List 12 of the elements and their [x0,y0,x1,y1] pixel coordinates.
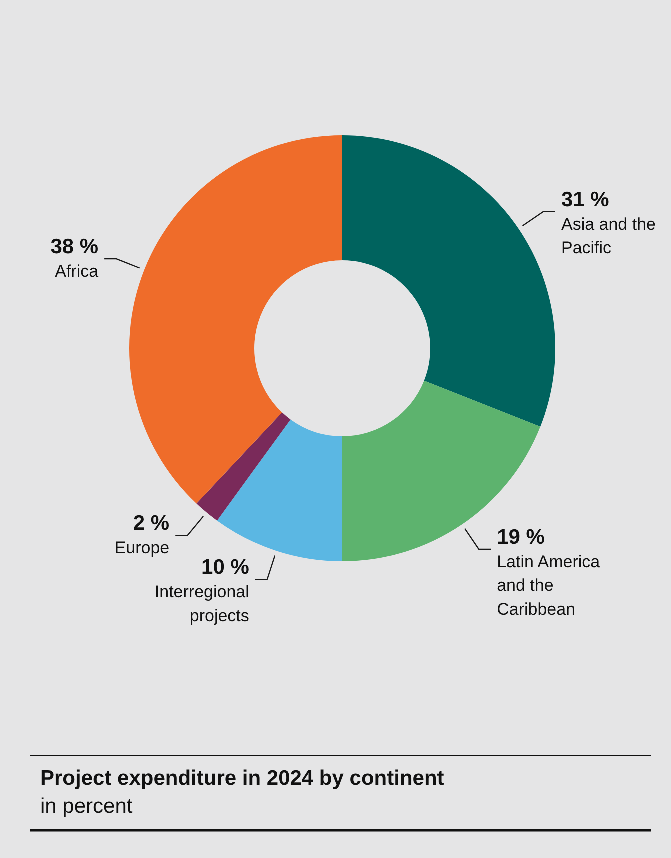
data-label: 10 % [202,556,250,580]
data-label: 38 % [50,236,99,259]
data-label: 31 % [561,188,610,212]
data-label: 2 % [133,512,170,536]
slice-label: Asia and the Pacific [561,214,656,258]
text: Project expenditure in 2024 by continent [40,767,444,790]
slice-label: Latin America and the Caribbean [497,552,601,619]
data-label: 19 % [497,526,546,549]
slice-label: Africa [55,262,100,282]
slice-label: Europe [114,538,170,558]
slice-label: Interregional projects [154,582,250,626]
text: in percent [40,795,133,818]
